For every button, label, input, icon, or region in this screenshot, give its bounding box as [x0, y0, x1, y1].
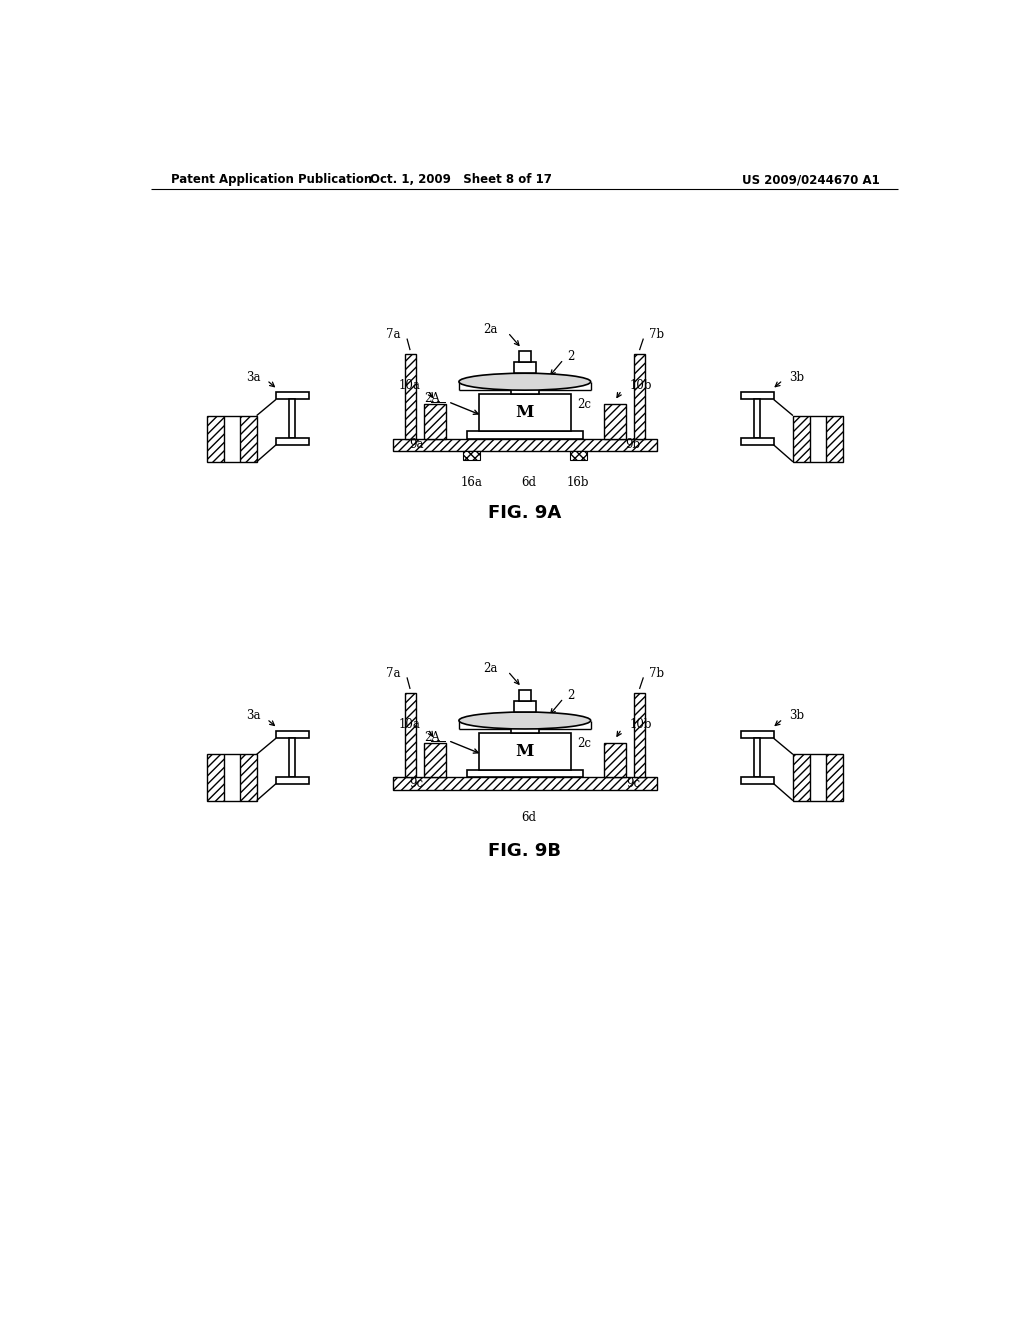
Bar [276, 776, 308, 784]
Bar [825, 755, 843, 800]
Text: 10a: 10a [398, 718, 420, 731]
Bar [479, 393, 570, 430]
Bar [424, 743, 445, 777]
Bar [207, 416, 224, 462]
Bar [634, 693, 645, 777]
Bar [825, 416, 843, 462]
Bar [289, 400, 295, 438]
Bar [518, 689, 531, 701]
Bar [467, 430, 583, 438]
Bar [479, 733, 570, 770]
Bar [511, 381, 539, 395]
Bar [276, 731, 308, 738]
Text: FIG. 9A: FIG. 9A [488, 504, 561, 521]
Bar [634, 354, 645, 438]
Bar [518, 351, 531, 363]
Ellipse shape [459, 711, 591, 729]
Text: 7b: 7b [649, 329, 664, 342]
Bar [604, 743, 626, 777]
Text: 2A: 2A [425, 392, 440, 405]
Bar [755, 400, 761, 438]
Bar [793, 416, 810, 462]
Bar [741, 392, 773, 400]
Bar [240, 416, 257, 462]
Text: 2A: 2A [425, 731, 440, 744]
Bar [240, 755, 257, 800]
Bar [463, 451, 480, 461]
Bar [755, 738, 761, 776]
Text: 2a: 2a [483, 323, 498, 335]
Bar [467, 770, 583, 777]
Bar [424, 404, 445, 438]
Bar [741, 776, 773, 784]
Bar [793, 755, 810, 800]
Text: 16a: 16a [461, 475, 482, 488]
Text: 3a: 3a [246, 371, 260, 384]
Text: M: M [516, 743, 534, 760]
Bar [569, 451, 587, 461]
Text: 9a: 9a [409, 438, 424, 451]
Text: Patent Application Publication: Patent Application Publication [171, 173, 372, 186]
Text: 3a: 3a [246, 709, 260, 722]
Bar [276, 438, 308, 445]
Text: 2c: 2c [577, 399, 591, 412]
Text: 7a: 7a [386, 329, 400, 342]
Text: 10b: 10b [630, 718, 652, 731]
Bar [741, 438, 773, 445]
Text: M: M [516, 404, 534, 421]
Text: FIG. 9B: FIG. 9B [488, 842, 561, 861]
Text: 7a: 7a [386, 667, 400, 680]
Bar [276, 392, 308, 400]
Text: 9b: 9b [626, 438, 641, 451]
Text: 2c: 2c [577, 737, 591, 750]
Text: 2: 2 [567, 689, 574, 702]
Text: 6d: 6d [521, 812, 537, 825]
Ellipse shape [459, 374, 591, 391]
Text: 9c: 9c [410, 777, 423, 791]
Bar [404, 693, 416, 777]
Text: 2a: 2a [483, 661, 498, 675]
Text: 9c: 9c [627, 777, 640, 791]
Text: 16b: 16b [567, 475, 590, 488]
Bar [207, 755, 224, 800]
Bar [741, 731, 773, 738]
Bar [514, 363, 536, 374]
Bar [393, 438, 656, 451]
Text: 10a: 10a [398, 379, 420, 392]
Bar [604, 404, 626, 438]
Text: 7b: 7b [649, 667, 664, 680]
Text: 6d: 6d [521, 475, 537, 488]
Bar [511, 721, 539, 733]
Bar [393, 777, 656, 789]
Text: 2: 2 [567, 350, 574, 363]
Text: US 2009/0244670 A1: US 2009/0244670 A1 [742, 173, 880, 186]
Text: 10b: 10b [630, 379, 652, 392]
Bar [404, 354, 416, 438]
Text: 3b: 3b [790, 371, 804, 384]
Text: 3b: 3b [790, 709, 804, 722]
Text: Oct. 1, 2009   Sheet 8 of 17: Oct. 1, 2009 Sheet 8 of 17 [371, 173, 552, 186]
Bar [514, 701, 536, 711]
Bar [289, 738, 295, 776]
